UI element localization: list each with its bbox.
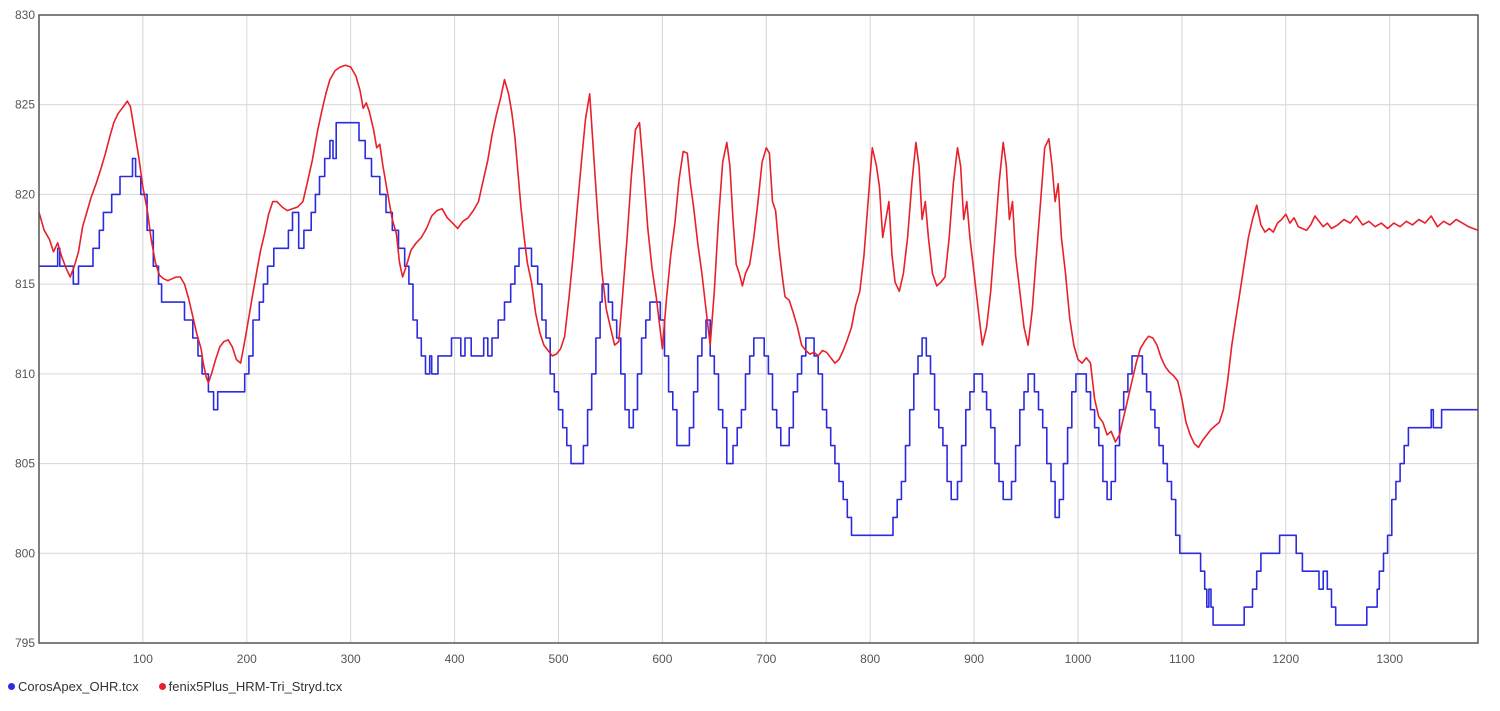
x-axis-tick-labels: 100 200 300 400 500 600 700 800 900 1000 1100 1200 1… xyxy=(133,652,1403,666)
legend-label-coros: CorosApex_OHR.tcx xyxy=(18,679,139,694)
x-tick-label: 1200 xyxy=(1272,652,1299,666)
legend: CorosApex_OHR.tcx fenix5Plus_HRM-Tri_Str… xyxy=(8,679,342,694)
x-tick-label: 400 xyxy=(445,652,465,666)
series-lines xyxy=(38,64,1479,626)
y-tick-label: 830 xyxy=(15,8,35,22)
y-tick-label: 810 xyxy=(15,367,35,381)
y-tick-label: 795 xyxy=(15,636,35,650)
y-tick-label: 820 xyxy=(15,187,35,201)
y-axis-tick-labels: 795 800 805 810 815 820 825 830 xyxy=(15,8,35,650)
x-tick-label: 600 xyxy=(652,652,672,666)
gridlines xyxy=(39,14,1478,644)
y-tick-label: 815 xyxy=(15,277,35,291)
x-tick-label: 100 xyxy=(133,652,153,666)
legend-item-coros[interactable]: CorosApex_OHR.tcx xyxy=(8,679,139,694)
x-tick-label: 1300 xyxy=(1376,652,1403,666)
series-line-coros xyxy=(39,121,1478,626)
x-tick-label: 800 xyxy=(860,652,880,666)
x-tick-label: 300 xyxy=(341,652,361,666)
x-tick-label: 1100 xyxy=(1169,652,1195,666)
legend-item-fenix[interactable]: fenix5Plus_HRM-Tri_Stryd.tcx xyxy=(158,679,343,694)
x-tick-label: 1000 xyxy=(1065,652,1092,666)
legend-marker-fenix xyxy=(158,683,166,690)
x-tick-label: 900 xyxy=(964,652,984,666)
plot-area-border xyxy=(38,14,1479,644)
x-tick-label: 700 xyxy=(756,652,776,666)
y-tick-label: 825 xyxy=(15,98,35,112)
y-tick-label: 805 xyxy=(15,457,35,471)
series-line-fenix xyxy=(38,64,1479,449)
legend-marker-coros xyxy=(8,683,15,690)
legend-label-fenix: fenix5Plus_HRM-Tri_Stryd.tcx xyxy=(168,679,343,694)
y-tick-label: 800 xyxy=(15,546,35,560)
x-tick-label: 500 xyxy=(548,652,568,666)
x-tick-label: 200 xyxy=(237,652,257,666)
